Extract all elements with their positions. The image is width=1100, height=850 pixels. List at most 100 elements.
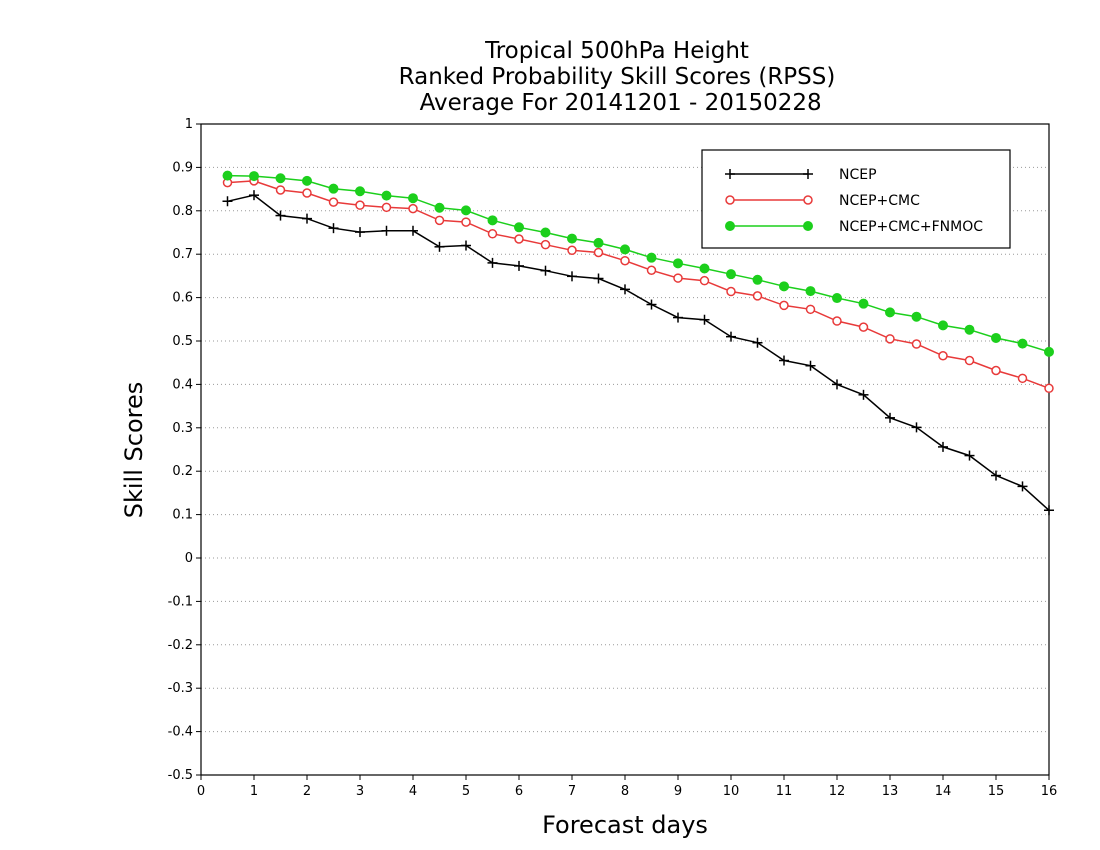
legend-marker [725, 195, 735, 205]
data-point-ncep-cmc [487, 229, 498, 239]
data-point-ncep [938, 441, 948, 452]
data-point-ncep-cmc [514, 234, 524, 244]
data-point-ncep [858, 389, 869, 400]
y-tick-label: 0.9 [172, 160, 193, 175]
legend-marker [803, 195, 813, 205]
data-point-ncep-cmc-fnmoc [752, 274, 763, 285]
data-point-ncep [461, 240, 471, 251]
y-tick-label: 0.1 [172, 508, 193, 523]
y-tick-label: -0.5 [168, 768, 193, 783]
x-tick-label: 10 [723, 784, 740, 799]
chart-title-line-1: Tropical 500hPa Height [484, 38, 749, 64]
data-point-ncep-cmc-fnmoc [673, 258, 683, 269]
data-point-ncep-cmc-fnmoc [275, 173, 286, 184]
data-point-ncep [832, 379, 842, 390]
x-tick-label: 13 [882, 784, 899, 799]
data-point-ncep-cmc-fnmoc [1044, 346, 1054, 357]
data-point-ncep-cmc-fnmoc [858, 298, 869, 309]
data-point-ncep-cmc-fnmoc [381, 190, 392, 201]
data-point-ncep [381, 225, 392, 236]
y-tick-label: 0.7 [172, 247, 193, 262]
data-point-ncep-cmc [567, 245, 577, 256]
data-point-ncep-cmc [673, 273, 683, 283]
data-point-ncep [514, 260, 524, 271]
data-point-ncep [673, 312, 683, 323]
data-point-ncep-cmc-fnmoc [514, 222, 524, 233]
legend-marker [725, 169, 735, 179]
y-tick-label: 0.5 [172, 334, 193, 349]
legend-marker [803, 169, 813, 179]
y-tick-label: 0.2 [172, 464, 193, 479]
data-point-ncep-cmc-fnmoc [1017, 338, 1028, 349]
data-point-ncep-cmc-fnmoc [408, 193, 418, 204]
x-tick-label: 1 [250, 784, 258, 799]
data-point-ncep-cmc [1017, 373, 1028, 384]
y-tick-label: 1 [185, 117, 193, 132]
x-tick-label: 2 [303, 784, 311, 799]
data-point-ncep-cmc [911, 339, 922, 349]
data-point-ncep [567, 271, 577, 282]
data-point-ncep-cmc-fnmoc [699, 263, 710, 274]
data-point-ncep-cmc-fnmoc [938, 320, 948, 331]
data-point-ncep [355, 227, 365, 238]
x-tick-label: 16 [1041, 784, 1058, 799]
y-axis-label: Skill Scores [120, 382, 148, 519]
plot-frame [200, 123, 1050, 776]
data-point-ncep-cmc-fnmoc [885, 307, 895, 318]
data-point-ncep-cmc-fnmoc [779, 281, 789, 292]
chart-title-line-3: Average For 20141201 - 20150228 [412, 90, 821, 116]
x-tick-label: 15 [988, 784, 1005, 799]
x-tick-label: 11 [776, 784, 793, 799]
data-point-ncep [646, 299, 657, 310]
data-point-ncep [964, 450, 975, 461]
data-point-ncep [699, 314, 710, 325]
data-point-ncep [805, 360, 816, 371]
data-point-ncep-cmc-fnmoc [620, 244, 630, 255]
data-point-ncep-cmc-fnmoc [964, 324, 975, 335]
data-point-ncep-cmc-fnmoc [991, 332, 1001, 343]
data-point-ncep [726, 331, 736, 342]
axes: 1 0.9 0.8 0.7 0.6 0.5 0.4 0.3 0.2 0.1 0 -0.1 -0.2 -0.… [168, 117, 1058, 799]
y-tick-label: 0.6 [172, 291, 193, 306]
x-tick-label: 9 [674, 784, 682, 799]
y-tick-label: 0.8 [172, 204, 193, 219]
data-point-ncep-cmc-fnmoc [567, 233, 577, 244]
y-tick-label: -0.4 [168, 725, 193, 740]
data-point-ncep [434, 241, 445, 252]
y-tick-label: -0.2 [168, 638, 193, 653]
legend-label: NCEP+CMC+FNMOC [839, 219, 983, 235]
data-point-ncep [620, 284, 630, 295]
x-axis-label: Forecast days [542, 811, 708, 839]
data-point-ncep-cmc [593, 247, 604, 258]
x-tick-label: 7 [568, 784, 576, 799]
data-point-ncep [328, 223, 339, 234]
x-tick-label: 0 [197, 784, 205, 799]
data-point-ncep [540, 265, 551, 276]
y-tick-label: 0.4 [172, 377, 193, 392]
data-point-ncep [991, 470, 1001, 481]
data-point-ncep [222, 196, 233, 207]
data-point-ncep-cmc-fnmoc [726, 269, 736, 280]
data-point-ncep-cmc [328, 197, 339, 207]
data-point-ncep-cmc [646, 265, 657, 276]
y-tick-label: -0.1 [168, 594, 193, 609]
data-point-ncep-cmc-fnmoc [355, 186, 365, 197]
legend-item-ncep-cmc-fnmoc: NCEP+CMC+FNMOC [725, 219, 983, 235]
data-point-ncep [1044, 505, 1054, 516]
data-point-ncep-cmc [964, 355, 975, 366]
y-tick-label: -0.3 [168, 681, 193, 696]
data-point-ncep-cmc-fnmoc [646, 252, 657, 263]
data-point-ncep-cmc-fnmoc [434, 202, 445, 213]
data-point-ncep [779, 355, 789, 366]
data-point-ncep-cmc-fnmoc [487, 215, 498, 226]
series-ncep-cmc-fnmoc [222, 170, 1054, 357]
data-point-ncep-cmc [355, 200, 365, 210]
data-point-ncep-cmc [461, 217, 471, 227]
data-point-ncep [911, 422, 922, 433]
data-point-ncep-cmc [726, 286, 736, 297]
data-point-ncep-cmc-fnmoc [593, 237, 604, 248]
data-point-ncep-cmc [752, 291, 763, 301]
chart-title-line-2: Ranked Probability Skill Scores (RPSS) [399, 64, 836, 90]
legend-item-ncep-cmc: NCEP+CMC [725, 193, 920, 209]
